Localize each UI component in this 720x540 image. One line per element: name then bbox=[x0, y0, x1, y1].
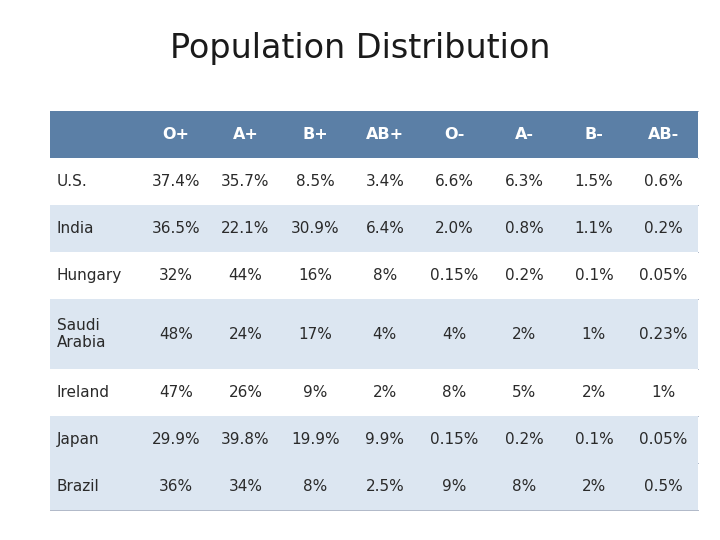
Text: 37.4%: 37.4% bbox=[152, 174, 200, 188]
Text: 6.3%: 6.3% bbox=[505, 174, 544, 188]
Text: 0.2%: 0.2% bbox=[505, 433, 544, 447]
Text: 0.15%: 0.15% bbox=[431, 268, 479, 283]
Text: 44%: 44% bbox=[228, 268, 262, 283]
Text: India: India bbox=[57, 221, 94, 236]
Text: 2%: 2% bbox=[582, 385, 606, 400]
Text: B-: B- bbox=[585, 127, 603, 141]
Text: 0.1%: 0.1% bbox=[575, 433, 613, 447]
Text: 1%: 1% bbox=[582, 327, 606, 341]
Text: 29.9%: 29.9% bbox=[151, 433, 200, 447]
Text: 24%: 24% bbox=[228, 327, 262, 341]
Text: 2%: 2% bbox=[512, 327, 536, 341]
Text: 6.4%: 6.4% bbox=[366, 221, 405, 236]
Text: 32%: 32% bbox=[159, 268, 193, 283]
Text: 6.6%: 6.6% bbox=[435, 174, 474, 188]
Text: 36%: 36% bbox=[158, 480, 193, 494]
Text: 2.5%: 2.5% bbox=[366, 480, 404, 494]
Text: 2%: 2% bbox=[373, 385, 397, 400]
Text: 0.6%: 0.6% bbox=[644, 174, 683, 188]
Text: 26%: 26% bbox=[228, 385, 263, 400]
Text: 0.05%: 0.05% bbox=[639, 268, 688, 283]
Text: 8%: 8% bbox=[373, 268, 397, 283]
Text: Japan: Japan bbox=[57, 433, 99, 447]
Text: 9.9%: 9.9% bbox=[365, 433, 405, 447]
Text: 39.8%: 39.8% bbox=[221, 433, 270, 447]
Text: 19.9%: 19.9% bbox=[291, 433, 340, 447]
Text: 2%: 2% bbox=[582, 480, 606, 494]
Text: U.S.: U.S. bbox=[57, 174, 88, 188]
Text: 1.5%: 1.5% bbox=[575, 174, 613, 188]
Text: 48%: 48% bbox=[159, 327, 193, 341]
Text: 0.2%: 0.2% bbox=[644, 221, 683, 236]
Text: 1.1%: 1.1% bbox=[575, 221, 613, 236]
Text: Hungary: Hungary bbox=[57, 268, 122, 283]
Text: 0.8%: 0.8% bbox=[505, 221, 544, 236]
Text: Ireland: Ireland bbox=[57, 385, 109, 400]
Text: 2.0%: 2.0% bbox=[435, 221, 474, 236]
Text: 22.1%: 22.1% bbox=[221, 221, 270, 236]
Text: 4%: 4% bbox=[373, 327, 397, 341]
Text: 34%: 34% bbox=[228, 480, 263, 494]
Text: 36.5%: 36.5% bbox=[151, 221, 200, 236]
Text: 8.5%: 8.5% bbox=[296, 174, 335, 188]
Text: 8%: 8% bbox=[303, 480, 328, 494]
Text: O-: O- bbox=[444, 127, 464, 141]
Text: B+: B+ bbox=[302, 127, 328, 141]
Text: 35.7%: 35.7% bbox=[221, 174, 270, 188]
Text: 9%: 9% bbox=[442, 480, 467, 494]
Text: 4%: 4% bbox=[442, 327, 467, 341]
Text: Saudi
Arabia: Saudi Arabia bbox=[57, 318, 107, 350]
Text: 0.15%: 0.15% bbox=[431, 433, 479, 447]
Text: 1%: 1% bbox=[652, 385, 675, 400]
Text: 3.4%: 3.4% bbox=[366, 174, 405, 188]
Text: A-: A- bbox=[515, 127, 534, 141]
Text: 8%: 8% bbox=[512, 480, 536, 494]
Text: 0.1%: 0.1% bbox=[575, 268, 613, 283]
Text: Population Distribution: Population Distribution bbox=[170, 32, 550, 65]
Text: 17%: 17% bbox=[298, 327, 332, 341]
Text: Brazil: Brazil bbox=[57, 480, 99, 494]
Text: 9%: 9% bbox=[303, 385, 328, 400]
Text: 8%: 8% bbox=[442, 385, 467, 400]
Text: 0.05%: 0.05% bbox=[639, 433, 688, 447]
Text: 0.5%: 0.5% bbox=[644, 480, 683, 494]
Text: AB+: AB+ bbox=[366, 127, 404, 141]
Text: 0.23%: 0.23% bbox=[639, 327, 688, 341]
Text: O+: O+ bbox=[162, 127, 189, 141]
Text: 16%: 16% bbox=[298, 268, 332, 283]
Text: A+: A+ bbox=[233, 127, 258, 141]
Text: 5%: 5% bbox=[512, 385, 536, 400]
Text: 30.9%: 30.9% bbox=[291, 221, 340, 236]
Text: 47%: 47% bbox=[159, 385, 193, 400]
Text: AB-: AB- bbox=[648, 127, 679, 141]
Text: 0.2%: 0.2% bbox=[505, 268, 544, 283]
